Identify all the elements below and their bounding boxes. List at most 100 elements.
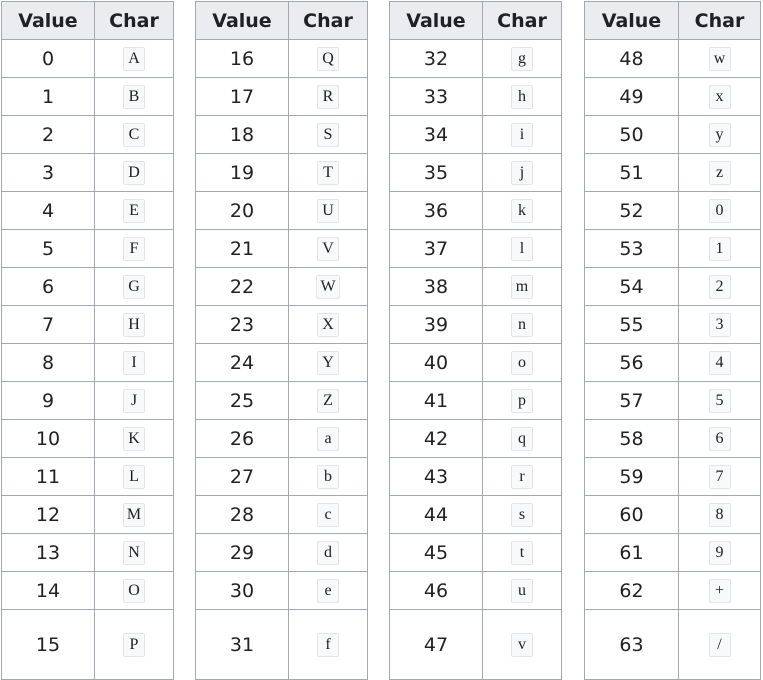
table-row: 60 8 — [584, 495, 761, 534]
char-cell: 7 — [678, 457, 761, 496]
char-cell: Z — [288, 381, 368, 420]
value-cell: 24 — [195, 343, 289, 382]
char-code: S — [317, 123, 339, 147]
char-code: k — [511, 199, 533, 223]
value-cell: 30 — [195, 571, 289, 610]
char-cell: M — [94, 495, 174, 534]
value-cell: 35 — [389, 153, 483, 192]
char-code: t — [511, 541, 533, 565]
value-cell: 55 — [584, 305, 679, 344]
table-row: 46 u — [389, 571, 562, 610]
char-code: 1 — [708, 237, 731, 261]
value-cell: 36 — [389, 191, 483, 230]
value-cell: 19 — [195, 153, 289, 192]
char-code: w — [708, 47, 731, 71]
value-cell: 38 — [389, 267, 483, 306]
value-cell: 60 — [584, 495, 679, 534]
table-row: 34 i — [389, 115, 562, 154]
char-code: j — [511, 161, 533, 185]
char-code: I — [123, 351, 145, 375]
char-code: 5 — [708, 389, 731, 413]
value-cell: 47 — [389, 609, 483, 680]
char-cell: t — [482, 533, 562, 572]
table-row: 44 s — [389, 495, 562, 534]
char-column-header: Char — [482, 1, 562, 40]
value-cell: 13 — [1, 533, 95, 572]
char-cell: D — [94, 153, 174, 192]
table-row: 27 b — [195, 457, 368, 496]
table-row: 28 c — [195, 495, 368, 534]
table-row: 52 0 — [584, 191, 761, 230]
table-row: 43 r — [389, 457, 562, 496]
value-cell: 31 — [195, 609, 289, 680]
char-code: H — [123, 313, 145, 337]
char-cell: x — [678, 77, 761, 116]
char-cell: O — [94, 571, 174, 610]
char-cell: o — [482, 343, 562, 382]
header-row: Value Char — [195, 1, 368, 40]
value-cell: 18 — [195, 115, 289, 154]
table-row: 35 j — [389, 153, 562, 192]
char-code: J — [123, 389, 145, 413]
char-cell: 4 — [678, 343, 761, 382]
table-row: 38 m — [389, 267, 562, 306]
char-code: V — [317, 237, 339, 261]
char-code: z — [708, 161, 731, 185]
table-row: 42 q — [389, 419, 562, 458]
char-cell: y — [678, 115, 761, 154]
char-code: r — [511, 465, 533, 489]
value-cell: 25 — [195, 381, 289, 420]
table-row: 39 n — [389, 305, 562, 344]
char-code: M — [122, 503, 146, 527]
char-cell: A — [94, 39, 174, 78]
table-row: 41 p — [389, 381, 562, 420]
value-cell: 22 — [195, 267, 289, 306]
char-code: E — [123, 199, 145, 223]
char-cell: / — [678, 609, 761, 680]
table-row: 23 X — [195, 305, 368, 344]
char-cell: G — [94, 267, 174, 306]
table-row: 21 V — [195, 229, 368, 268]
char-cell: l — [482, 229, 562, 268]
table-row: 59 7 — [584, 457, 761, 496]
table-row: 26 a — [195, 419, 368, 458]
value-cell: 37 — [389, 229, 483, 268]
char-cell: 2 — [678, 267, 761, 306]
value-cell: 28 — [195, 495, 289, 534]
table-row: 30 e — [195, 571, 368, 610]
table-row: 18 S — [195, 115, 368, 154]
char-code: y — [708, 123, 731, 147]
char-cell: X — [288, 305, 368, 344]
header-row: Value Char — [389, 1, 562, 40]
value-cell: 2 — [1, 115, 95, 154]
char-code: L — [123, 465, 145, 489]
char-cell: H — [94, 305, 174, 344]
char-code: f — [317, 633, 339, 657]
char-cell: V — [288, 229, 368, 268]
char-code: A — [123, 47, 145, 71]
table-row: 24 Y — [195, 343, 368, 382]
table-row: 51 z — [584, 153, 761, 192]
header-row: Value Char — [1, 1, 174, 40]
char-code: U — [317, 199, 339, 223]
header-row: Value Char — [584, 1, 761, 40]
table-row: 32 g — [389, 39, 562, 78]
value-cell: 10 — [1, 419, 95, 458]
table-row: 56 4 — [584, 343, 761, 382]
table-row: 19 T — [195, 153, 368, 192]
char-code: s — [511, 503, 533, 527]
char-code: R — [317, 85, 339, 109]
char-cell: T — [288, 153, 368, 192]
value-cell: 6 — [1, 267, 95, 306]
value-cell: 21 — [195, 229, 289, 268]
value-cell: 17 — [195, 77, 289, 116]
char-cell: c — [288, 495, 368, 534]
char-cell: d — [288, 533, 368, 572]
char-cell: 6 — [678, 419, 761, 458]
char-cell: L — [94, 457, 174, 496]
char-code: K — [123, 427, 145, 451]
